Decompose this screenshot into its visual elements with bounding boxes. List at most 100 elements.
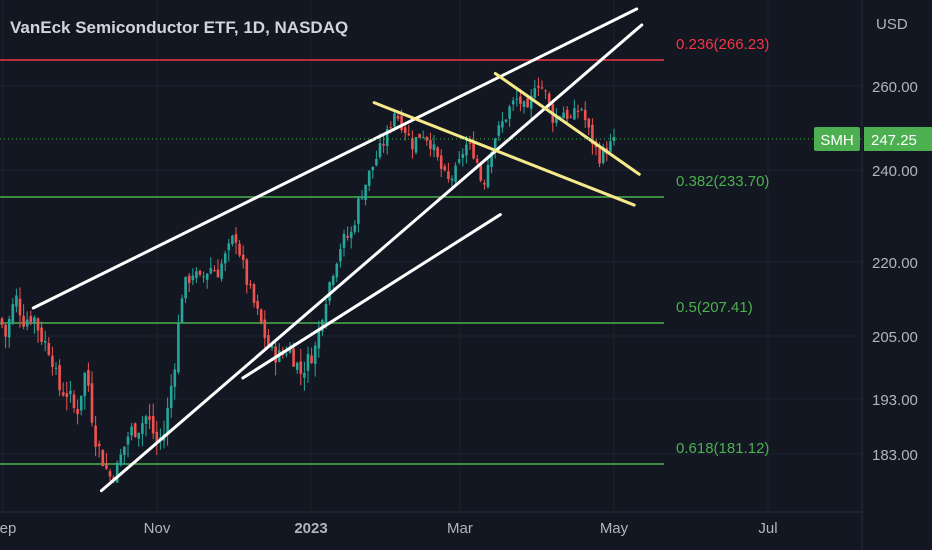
candle-body [357, 198, 360, 224]
candle-body [15, 295, 18, 307]
candle-body [439, 155, 443, 169]
chart-title: VanEck Semiconductor ETF, 1D, NASDAQ [10, 18, 349, 37]
candle-body [97, 443, 101, 447]
candle-body [22, 315, 25, 327]
candle-body [166, 407, 169, 435]
candle-body [267, 334, 270, 347]
time-tick-label: 2023 [294, 520, 327, 537]
candle-body [90, 383, 94, 423]
candle-body [447, 171, 450, 179]
candle-body [216, 269, 220, 278]
candle-body [54, 367, 58, 369]
candle-body [515, 98, 519, 100]
candle-body [87, 370, 90, 386]
candle-body [339, 249, 342, 262]
candle-body [40, 327, 43, 342]
candle-body [587, 118, 591, 128]
candle-body [259, 309, 263, 323]
candle-body [130, 426, 133, 436]
candle-body [198, 270, 202, 275]
candle-body [375, 158, 378, 166]
candle-body [43, 340, 47, 343]
candle-body [126, 436, 130, 445]
candle-body [115, 462, 119, 483]
trendlines[interactable] [31, 7, 644, 493]
trendline [372, 101, 636, 207]
candle-body [191, 275, 195, 281]
candle-body [238, 243, 241, 256]
candle-body [537, 85, 540, 88]
candle-body [360, 198, 364, 200]
candle-body [144, 416, 148, 424]
candle-body [324, 304, 328, 322]
candle-body [591, 124, 594, 145]
candle-body [573, 108, 576, 120]
currency-label: USD [876, 16, 908, 33]
candle-body [18, 298, 22, 316]
candle-body [382, 143, 385, 146]
candle-body [155, 431, 159, 443]
trendline [99, 23, 644, 493]
candle-body [526, 98, 529, 108]
candle-body [501, 121, 504, 128]
price-axis[interactable]: USD 260.00 240.00 220.00 205.00 193.00 183.00 S… [814, 0, 932, 550]
candle-body [169, 385, 173, 409]
candle-body [364, 184, 367, 200]
candle-body [285, 353, 288, 355]
candle-body [123, 446, 126, 456]
candle-body [378, 143, 382, 157]
candle-body [245, 259, 249, 285]
candle-body [108, 471, 112, 477]
candle-body [249, 284, 252, 286]
candle-body [51, 355, 54, 367]
candle-body [385, 129, 389, 147]
candle-body [25, 319, 29, 327]
candle-body [47, 343, 51, 356]
candle-body [79, 395, 83, 411]
candle-body [493, 138, 497, 153]
candle-body [465, 144, 468, 156]
fib-level-label: 0.5(207.41) [676, 299, 753, 316]
last-price-label: 247.25 [871, 132, 917, 149]
candle-body [335, 263, 339, 278]
time-tick-label: Mar [447, 520, 473, 537]
candle-body [371, 166, 375, 171]
candle-body [299, 361, 303, 374]
candle-body [213, 270, 216, 272]
candle-body [83, 373, 87, 397]
candle-body [342, 234, 346, 248]
grid-lines [0, 0, 862, 512]
candle-body [313, 345, 317, 365]
candle-body [411, 138, 414, 150]
candle-body [4, 324, 7, 337]
price-tick-label: 240.00 [872, 163, 918, 180]
candle-body [223, 253, 227, 264]
candle-body [547, 93, 551, 103]
candle-body [425, 137, 429, 141]
time-tick-label: Sep [0, 520, 16, 537]
candle-body [310, 355, 313, 364]
candle-body [328, 282, 331, 301]
candle-body [346, 235, 349, 238]
candle-body [475, 158, 479, 163]
candle-body [472, 141, 475, 159]
candle-body [436, 147, 439, 158]
candle-body [555, 115, 558, 123]
candle-body [101, 450, 105, 467]
candle-body [565, 109, 569, 119]
candle-body [432, 144, 436, 151]
candle-body [544, 90, 547, 92]
time-axis[interactable]: Sep Nov 2023 Mar May Jul [0, 511, 862, 537]
candle-body [274, 346, 277, 363]
candle-body [184, 276, 187, 299]
price-axis-background [862, 0, 932, 550]
candlesticks [0, 77, 616, 484]
candle-body [69, 390, 72, 395]
candle-body [263, 319, 267, 338]
candle-body [562, 112, 565, 119]
candle-body [450, 178, 454, 181]
candle-body [94, 425, 97, 447]
candle-body [349, 231, 353, 239]
candle-body [270, 345, 274, 348]
